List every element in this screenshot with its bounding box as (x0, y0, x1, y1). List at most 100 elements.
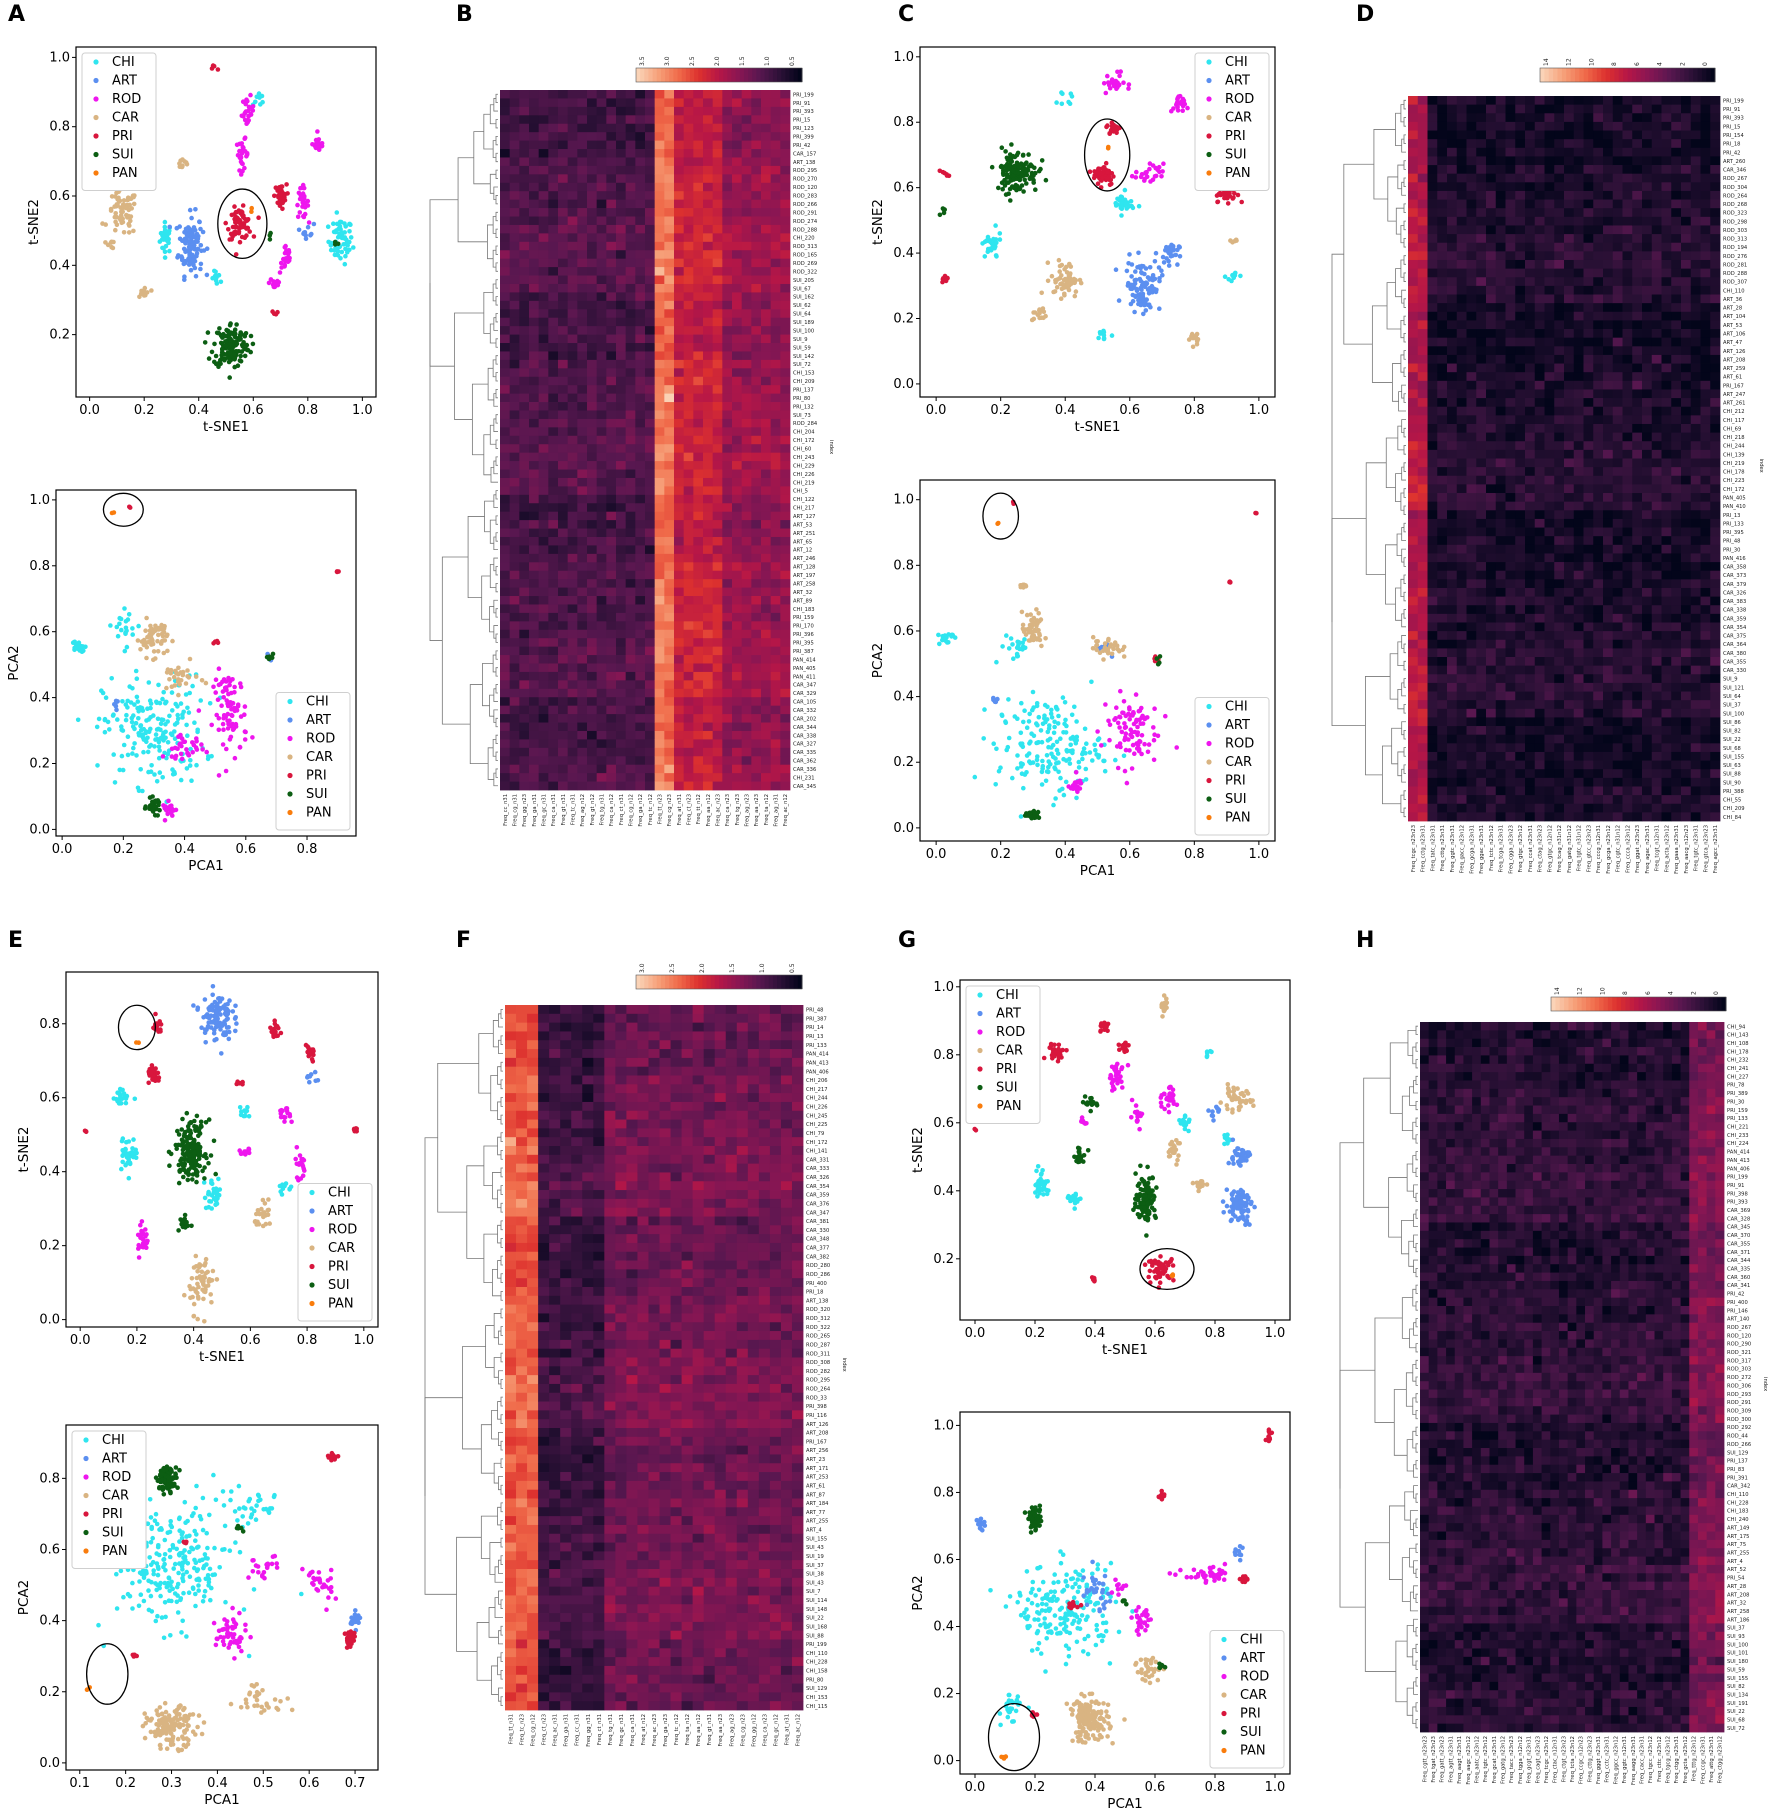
series-pri (209, 63, 290, 317)
point (1157, 654, 1163, 659)
point (352, 1612, 358, 1618)
point (212, 999, 218, 1005)
point (176, 1704, 182, 1709)
point (1150, 277, 1156, 283)
point (238, 330, 243, 335)
point (139, 1219, 145, 1224)
y-tick-label: 0.8 (29, 559, 50, 574)
series-rod (211, 1553, 339, 1661)
point (1140, 280, 1146, 286)
point (117, 1096, 123, 1102)
point (1094, 1622, 1099, 1628)
point (1102, 768, 1108, 774)
point (182, 1153, 188, 1158)
x-tick-label: 0.5 (253, 1776, 274, 1791)
x-axis-label: t-SNE1 (199, 1349, 245, 1365)
point (1103, 90, 1109, 96)
legend-marker-sui (1206, 151, 1212, 158)
point (285, 251, 291, 257)
point (331, 1455, 337, 1460)
point (1036, 714, 1042, 720)
point (200, 1557, 205, 1563)
y-tick-label: 0.8 (39, 1471, 60, 1486)
series-pan (1105, 144, 1111, 151)
point (295, 202, 300, 208)
point (242, 235, 248, 240)
point (141, 288, 147, 294)
point (1072, 1206, 1077, 1211)
point (201, 1563, 207, 1569)
point (997, 231, 1003, 236)
point (326, 1595, 331, 1600)
point (250, 735, 255, 740)
point (132, 741, 137, 746)
point (189, 1545, 194, 1551)
point (112, 204, 117, 209)
point (153, 1618, 159, 1624)
point (219, 1051, 224, 1056)
point (155, 1572, 161, 1578)
point (180, 157, 185, 162)
point (203, 1040, 208, 1045)
point (186, 1723, 191, 1728)
legend-marker-rod (83, 1474, 89, 1480)
point (1114, 705, 1119, 710)
point (248, 92, 253, 98)
point (166, 798, 171, 804)
point (156, 632, 161, 638)
point (1129, 1115, 1134, 1120)
point (314, 140, 319, 146)
point (240, 144, 246, 150)
point (175, 1736, 181, 1742)
point (985, 234, 991, 240)
point (145, 735, 150, 741)
point (163, 1614, 168, 1620)
point (1139, 733, 1145, 738)
x-tick-label: 1.0 (1249, 403, 1270, 418)
point (1028, 628, 1034, 634)
point (105, 242, 111, 248)
point (201, 1594, 207, 1599)
point (180, 1116, 185, 1122)
point (195, 1007, 200, 1012)
point (198, 266, 203, 272)
point (216, 773, 222, 778)
point (114, 1606, 120, 1611)
point (169, 690, 175, 695)
point (1230, 1155, 1235, 1160)
point (124, 712, 129, 718)
point (937, 168, 943, 174)
x-tick-label: 0.2 (1025, 1326, 1046, 1341)
point (260, 1197, 266, 1203)
point (207, 1277, 212, 1282)
point (202, 997, 208, 1002)
point (201, 1274, 206, 1279)
legend-marker-rod (977, 1029, 983, 1035)
point (267, 1221, 273, 1226)
point (1083, 766, 1089, 772)
legend-marker-chi (309, 1189, 315, 1196)
point (205, 756, 211, 762)
y-tick-label: 0.4 (893, 246, 914, 261)
point (285, 256, 290, 261)
point (157, 1485, 162, 1490)
point (301, 214, 307, 220)
point (1145, 1216, 1151, 1221)
point (179, 1747, 185, 1753)
legend-marker-rod (1206, 96, 1212, 102)
series-chi (988, 1549, 1135, 1728)
point (252, 1219, 258, 1224)
point (1121, 654, 1127, 659)
point (123, 717, 129, 723)
point (73, 645, 79, 650)
point (165, 236, 170, 241)
y-tick-label: 0.4 (29, 691, 50, 706)
point (112, 214, 118, 220)
point (1039, 290, 1044, 296)
point (1021, 629, 1027, 635)
point (142, 1711, 147, 1716)
point (206, 356, 212, 361)
point (156, 1543, 161, 1548)
point (223, 1599, 228, 1605)
point (107, 727, 112, 732)
